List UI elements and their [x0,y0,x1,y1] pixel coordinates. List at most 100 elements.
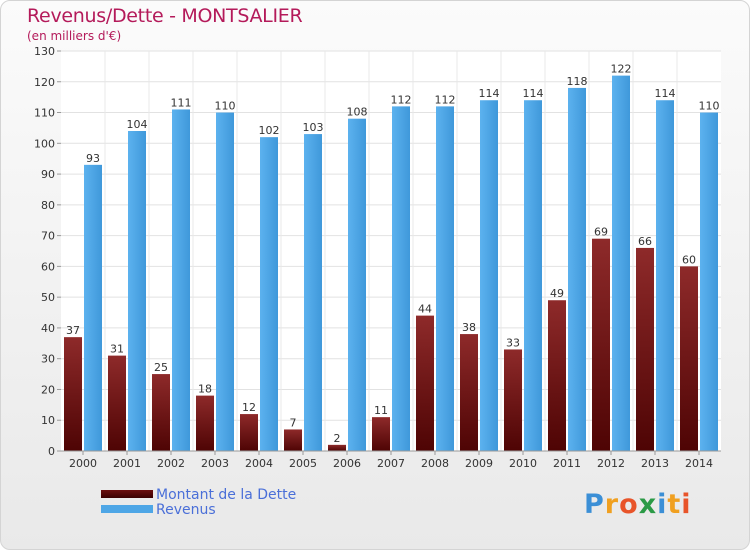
y-tick-label: 80 [41,199,55,212]
x-tick-label: 2010 [509,457,537,470]
x-tick-label: 2009 [465,457,493,470]
data-label-debt: 44 [418,303,432,316]
bar-revenue [436,106,454,451]
bar-debt [636,247,654,451]
bar-revenue [84,164,102,451]
data-label-revenue: 114 [479,87,500,100]
y-tick-label: 70 [41,230,55,243]
legend-swatch-debt [101,490,153,498]
bar-debt [504,349,522,451]
data-label-debt: 69 [594,226,608,239]
data-label-debt: 38 [462,321,476,334]
bar-debt [196,395,214,451]
bar-revenue [524,100,542,451]
y-tick-label: 110 [34,107,55,120]
data-label-revenue: 112 [391,93,412,106]
data-label-revenue: 110 [699,100,720,113]
data-label-debt: 25 [154,361,168,374]
data-label-revenue: 104 [127,118,148,131]
data-label-debt: 31 [110,343,124,356]
y-tick-label: 20 [41,383,55,396]
y-tick-label: 90 [41,168,55,181]
data-label-debt: 60 [682,253,696,266]
data-label-debt: 33 [506,336,520,349]
y-tick-label: 30 [41,353,55,366]
bars [64,75,718,452]
y-tick-label: 100 [34,137,55,150]
bar-debt [328,444,346,451]
bar-revenue [700,112,718,452]
chart-subtitle: (en milliers d'€) [27,29,122,43]
bar-revenue [128,131,146,451]
bar-debt [548,300,566,451]
data-label-revenue: 103 [303,121,324,134]
data-label-revenue: 108 [347,106,368,119]
y-tick-label: 50 [41,291,55,304]
data-label-debt: 2 [334,432,341,445]
y-tick-label: 0 [48,445,55,458]
data-label-revenue: 110 [215,100,236,113]
logo-letter: x [638,489,658,520]
y-tick-label: 40 [41,322,55,335]
bar-debt [108,355,126,451]
logo-letter: o [619,489,639,520]
bar-revenue [568,87,586,451]
y-tick-label: 120 [34,76,55,89]
data-label-debt: 11 [374,404,388,417]
bar-debt [240,414,258,451]
x-tick-label: 2005 [289,457,317,470]
bar-debt [460,334,478,451]
data-label-debt: 49 [550,287,564,300]
bar-debt [64,337,82,451]
bar-revenue [612,75,630,451]
bar-debt [284,429,302,451]
y-axis-ticks: 0 10 20 30 40 50 60 70 80 90 100 110 120 130 [34,45,61,458]
y-tick-label: 130 [34,45,55,58]
x-tick-label: 2014 [685,457,713,470]
data-label-revenue: 122 [611,63,632,76]
bar-revenue [172,109,190,451]
data-label-debt: 7 [290,416,297,429]
legend-label-debt: Montant de la Dette [156,487,297,503]
data-label-revenue: 111 [171,96,192,109]
x-tick-label: 2008 [421,457,449,470]
data-label-revenue: 102 [259,124,280,137]
x-tick-label: 2004 [245,457,273,470]
bar-revenue [480,100,498,451]
bar-revenue [656,100,674,451]
logo-letter: r [604,489,620,520]
x-tick-label: 2012 [597,457,625,470]
bar-revenue [348,118,366,451]
data-label-revenue: 112 [435,93,456,106]
data-label-debt: 18 [198,383,212,396]
x-tick-label: 2003 [201,457,229,470]
bar-revenue [216,112,234,452]
x-tick-label: 2002 [157,457,185,470]
chart-title: Revenus/Dette - MONTSALIER [27,5,303,27]
x-tick-label: 2001 [113,457,141,470]
bar-debt [592,238,610,451]
x-tick-label: 2000 [69,457,97,470]
x-tick-label: 2013 [641,457,669,470]
bar-revenue [392,106,410,451]
bar-debt [372,417,390,451]
data-label-revenue: 114 [655,87,676,100]
bar-revenue [304,134,322,452]
bar-revenue [260,137,278,451]
logo-letter: P [584,489,605,520]
x-axis-ticks: 2000 2001 2002 2003 2004 2005 2006 2007 2008 2009… [69,451,713,470]
data-labels: 37 93 31 104 25 111 18 110 12 102 7 103 2 108 11 112 44 1… [66,63,720,445]
bar-debt [416,315,434,451]
x-tick-label: 2007 [377,457,405,470]
plot-background [61,51,721,451]
y-tick-label: 60 [41,260,55,273]
data-label-debt: 37 [66,324,80,337]
bar-debt [680,266,698,451]
data-label-revenue: 118 [567,75,588,88]
logo-letter: i [681,489,692,520]
logo-letter: i [657,489,668,520]
grid-lines [61,50,721,451]
legend-swatch-revenue [101,505,153,513]
